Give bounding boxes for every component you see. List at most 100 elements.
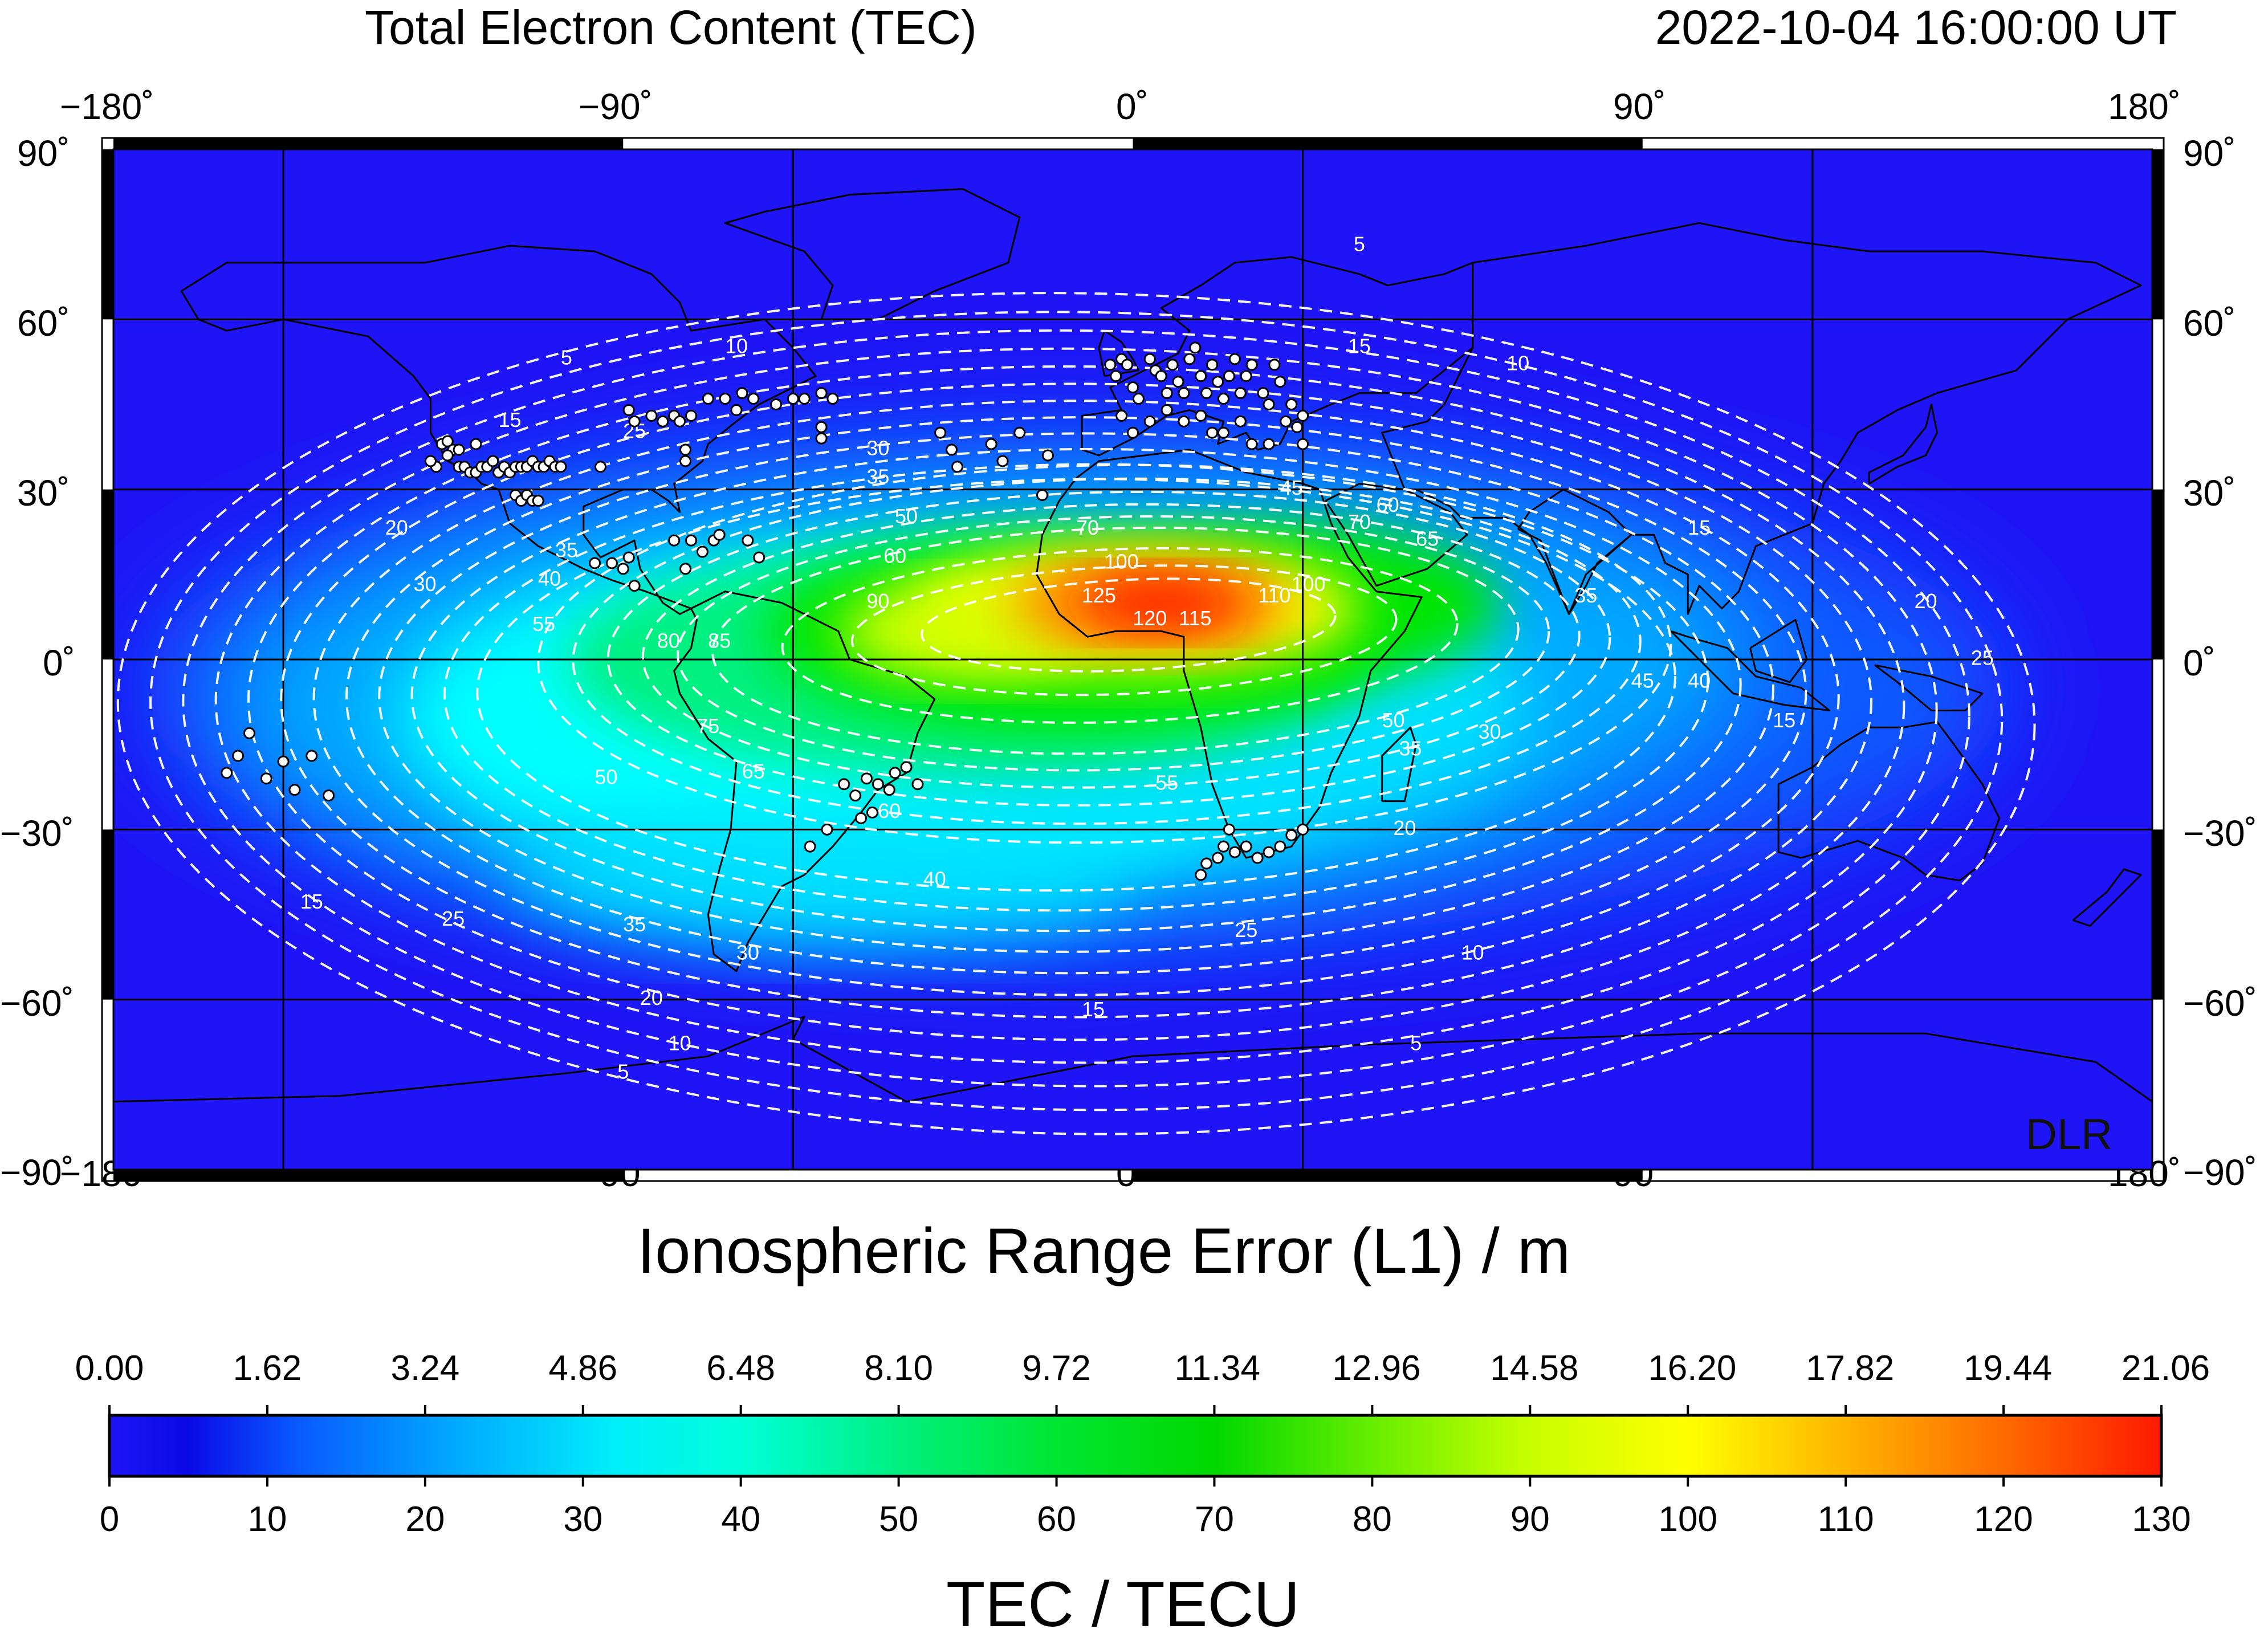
coastline xyxy=(1670,630,1831,711)
lat-tick-right-90: 90˚ xyxy=(2183,133,2236,174)
contour-label: 100 xyxy=(1105,549,1139,573)
gnss-station-marker xyxy=(804,840,816,853)
gnss-station-marker xyxy=(1257,387,1269,400)
gnss-station-marker xyxy=(1166,359,1179,371)
colorbar-bottom-label: 120 xyxy=(1974,1500,2033,1539)
colorbar-bottom-label: 20 xyxy=(405,1500,445,1539)
colorbar-bottom-label: 40 xyxy=(721,1500,761,1539)
tec-map[interactable]: 5 5 5 5 10 10 10 10 15 15 15 15 15 15 20 20 20 20 25 25 25 25… xyxy=(113,149,2152,1170)
lon-tick-top-180: 180˚ xyxy=(2108,86,2181,127)
gnss-station-marker xyxy=(668,534,681,547)
gnss-station-marker xyxy=(1212,852,1224,864)
gnss-station-marker xyxy=(770,398,783,410)
gnss-station-marker xyxy=(679,443,692,456)
gnss-station-marker xyxy=(1263,398,1275,410)
contour-label: 10 xyxy=(725,335,748,358)
colorbar-top-label: 14.58 xyxy=(1490,1349,1579,1388)
contour-label: 25 xyxy=(1971,646,1994,670)
frame-outer xyxy=(101,137,2165,1182)
gnss-station-marker xyxy=(798,393,811,405)
contour-label: 45 xyxy=(1631,669,1654,692)
gnss-station-marker xyxy=(1280,415,1292,427)
contour-label: 40 xyxy=(1688,669,1711,692)
contour-label: 20 xyxy=(385,516,408,539)
contour-line xyxy=(247,365,1905,1041)
colorbar-top-label: 16.20 xyxy=(1648,1349,1737,1388)
lat-tick-right-m90: −90˚ xyxy=(2183,1152,2257,1193)
gnss-stations xyxy=(221,341,1309,881)
lon-tick-top-m90: −90˚ xyxy=(579,86,653,127)
colorbar-bottom-label: 70 xyxy=(1194,1500,1234,1539)
gnss-station-marker xyxy=(1143,415,1156,427)
colorbar-top-label: 1.62 xyxy=(233,1349,302,1388)
frame-band-top xyxy=(113,138,624,149)
contour-label: 20 xyxy=(1393,816,1416,840)
coastline xyxy=(724,188,1021,320)
contour-label: 15 xyxy=(1082,997,1105,1021)
coastline xyxy=(1749,618,1808,683)
contour-line xyxy=(345,416,1807,975)
gnss-station-marker xyxy=(1189,341,1202,354)
contour-label: 70 xyxy=(1348,510,1371,534)
gnss-station-marker xyxy=(889,767,901,779)
contour-label: 110 xyxy=(1258,584,1290,607)
colorbar-bottom-label: 100 xyxy=(1658,1500,1717,1539)
contour-label: 85 xyxy=(708,629,731,653)
gnss-station-marker xyxy=(441,449,454,462)
gnss-station-marker xyxy=(866,807,878,819)
contour-label: 35 xyxy=(866,465,889,488)
colorbar-top-label: 17.82 xyxy=(1806,1349,1895,1388)
contour-label: 120 xyxy=(1133,606,1167,630)
gnss-station-marker xyxy=(685,409,697,422)
colorbar-bottom-label: 130 xyxy=(2132,1500,2191,1539)
contour-line xyxy=(312,400,1840,996)
frame-band-right xyxy=(2152,489,2164,659)
gnss-station-marker xyxy=(1223,370,1235,382)
gnss-station-marker xyxy=(736,387,748,400)
gnss-station-marker xyxy=(1206,359,1219,371)
gnss-station-marker xyxy=(1212,376,1224,388)
contour-label: 5 xyxy=(617,1060,629,1083)
gnss-station-marker xyxy=(1217,426,1229,439)
contour-label: 50 xyxy=(895,504,918,528)
gnss-station-marker xyxy=(1285,398,1298,410)
contour-label: 60 xyxy=(1377,493,1399,516)
lat-tick-left-90: 90˚ xyxy=(17,133,70,174)
gnss-station-marker xyxy=(628,415,641,427)
contour-label: 25 xyxy=(1235,918,1257,942)
contour-label: 30 xyxy=(866,437,889,460)
colorbar-top-label: 11.34 xyxy=(1174,1349,1261,1388)
gnss-station-marker xyxy=(742,534,754,547)
contour-label: 5 xyxy=(561,345,572,369)
coastline xyxy=(1381,726,1417,803)
contour-label: 65 xyxy=(1416,527,1439,551)
colorbar-bottom-label: 50 xyxy=(879,1500,919,1539)
gnss-station-marker xyxy=(1172,376,1184,388)
frame-band-bottom xyxy=(1133,1170,1643,1181)
gnss-station-marker xyxy=(1274,840,1286,853)
gnss-station-marker xyxy=(243,727,255,739)
coastline xyxy=(1777,720,2001,882)
gnss-station-marker xyxy=(826,393,839,405)
gnss-station-marker xyxy=(685,534,697,547)
gnss-station-marker xyxy=(1217,840,1229,853)
contour-line xyxy=(182,329,1970,1088)
contour-label: 20 xyxy=(640,986,663,1009)
colorbar-top-label: 4.86 xyxy=(548,1349,618,1388)
gnss-station-marker xyxy=(747,393,760,405)
gnss-station-marker xyxy=(951,461,963,473)
lat-tick-left-m90: −90˚ xyxy=(0,1152,74,1193)
gnss-station-marker xyxy=(702,393,714,405)
lat-tick-right-30: 30˚ xyxy=(2183,473,2236,514)
contour-label: 15 xyxy=(1348,335,1371,358)
gnss-station-marker xyxy=(645,409,658,422)
contour-label: 20 xyxy=(1915,589,1937,613)
frame-band-top xyxy=(1133,138,1643,149)
contour-line xyxy=(606,490,1611,807)
colorbar-top-label: 3.24 xyxy=(390,1349,460,1388)
contour-label: 10 xyxy=(1506,351,1529,374)
gnss-station-marker xyxy=(1161,387,1173,400)
frame-band-left xyxy=(102,829,113,1000)
gnss-station-marker xyxy=(1285,829,1298,841)
